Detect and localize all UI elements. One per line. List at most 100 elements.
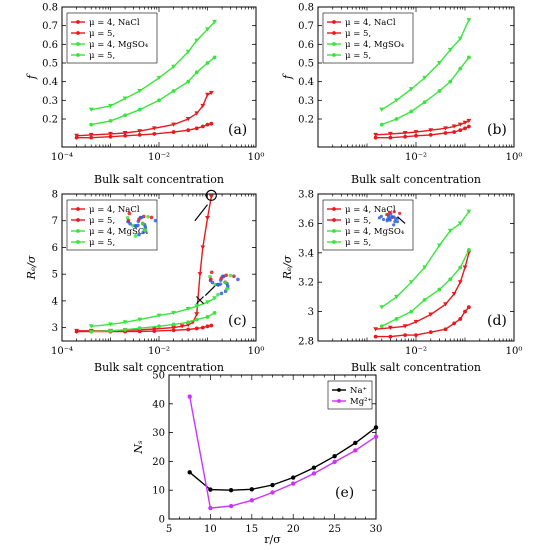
snapshot-bead: [126, 218, 131, 223]
data-point: [197, 272, 203, 277]
data-point: [443, 302, 448, 307]
data-point: [379, 305, 385, 310]
snapshot-bead: [125, 215, 130, 220]
data-point: [414, 333, 418, 338]
data-point: [88, 132, 94, 138]
data-point: [422, 297, 427, 302]
data-point: [152, 132, 157, 136]
data-point: [428, 312, 434, 317]
y-tick-label: 0: [159, 515, 165, 526]
snapshot-bead: [146, 214, 150, 219]
legend-marker: [332, 20, 336, 24]
snapshot-bead: [216, 282, 220, 287]
snapshot-bead: [377, 216, 381, 220]
legend-label: μ = 4, NaCl: [345, 18, 396, 28]
y-tick-label: 5: [52, 270, 58, 281]
data-point: [171, 310, 176, 316]
y-axis-label: Rₑ/σ: [25, 255, 38, 280]
legend-label: μ = 4, NaCl: [89, 18, 140, 28]
legend-label: μ = 4, NaCl: [89, 205, 140, 215]
legend-label: μ = 4, MgSO₄: [345, 227, 405, 237]
data-point: [137, 326, 142, 331]
data-point: [379, 122, 384, 127]
y-tick-label: 10: [152, 486, 165, 497]
data-point: [89, 135, 94, 140]
data-point: [353, 448, 358, 453]
legend-label: μ = 4, MgSO₄: [89, 227, 149, 237]
data-point: [186, 320, 191, 325]
data-point: [447, 47, 453, 53]
data-point: [205, 122, 210, 127]
legend-marker: [76, 240, 80, 244]
legend-marker: [332, 42, 336, 46]
snapshot-bead: [387, 210, 392, 214]
data-point: [228, 488, 234, 493]
data-point: [413, 319, 419, 325]
data-point: [457, 36, 463, 41]
data-point: [122, 320, 128, 325]
data-point: [171, 122, 176, 127]
data-point: [212, 311, 217, 315]
x-tick-label: 10: [204, 524, 217, 535]
y-tick-label: 0.2: [42, 115, 58, 126]
data-point: [443, 131, 448, 135]
snapshot-bead: [236, 277, 240, 282]
x-tick-label: 10⁰: [506, 152, 523, 163]
snapshot-bead: [133, 234, 138, 238]
snapshot-bead: [219, 291, 224, 296]
legend-label: μ = 5,: [345, 216, 371, 226]
data-point: [89, 122, 94, 127]
data-point: [179, 324, 185, 329]
data-point: [205, 324, 210, 329]
annotation-circle: [205, 189, 217, 201]
legend-label: μ = 5,: [345, 238, 371, 248]
x-tick-label: 20: [287, 524, 300, 535]
data-point: [205, 61, 210, 65]
annotation-arrow: [194, 204, 208, 222]
data-point: [212, 55, 217, 60]
data-point: [443, 327, 448, 332]
legend-marker: [76, 53, 80, 57]
y-tick-label: 50: [152, 371, 165, 382]
data-point: [402, 324, 408, 329]
y-tick-label: 40: [152, 399, 165, 410]
data-point: [291, 481, 296, 486]
data-point: [249, 498, 254, 503]
snapshot-bead: [395, 220, 400, 224]
data-point: [466, 124, 471, 129]
legend-marker: [337, 399, 341, 403]
data-point: [373, 425, 379, 430]
legend-marker: [332, 218, 336, 222]
data-point: [194, 70, 199, 75]
series-line: [375, 252, 470, 330]
data-point: [388, 135, 393, 140]
snapshot-bead: [223, 280, 227, 285]
series-line: [189, 396, 377, 509]
y-tick-label: 3: [52, 323, 58, 334]
data-point: [448, 277, 453, 282]
snapshot-bead: [127, 211, 132, 216]
data-point: [194, 38, 200, 43]
series-line: [91, 56, 216, 126]
data-point: [428, 132, 433, 137]
data-point: [249, 487, 254, 492]
series-line: [381, 19, 470, 111]
y-tick-label: 0.8: [42, 3, 58, 14]
legend-label: μ = 5,: [89, 29, 115, 39]
data-point: [403, 134, 408, 139]
y-tick-label: 0.4: [298, 77, 314, 88]
snapshot-bead: [209, 270, 214, 275]
y-tick-label: 0.7: [42, 21, 58, 32]
data-point: [194, 304, 200, 309]
snapshot-bead: [210, 280, 215, 285]
snapshot-bead: [392, 210, 396, 214]
y-tick-label: 3.8: [298, 190, 314, 201]
data-point: [151, 326, 157, 332]
data-point: [436, 243, 442, 248]
data-point: [394, 317, 399, 321]
y-tick-label: 2.8: [298, 337, 314, 348]
y-tick-label: 30: [152, 428, 165, 439]
y-tick-label: 3.2: [298, 278, 314, 289]
data-point: [205, 315, 210, 319]
data-point: [373, 135, 378, 140]
